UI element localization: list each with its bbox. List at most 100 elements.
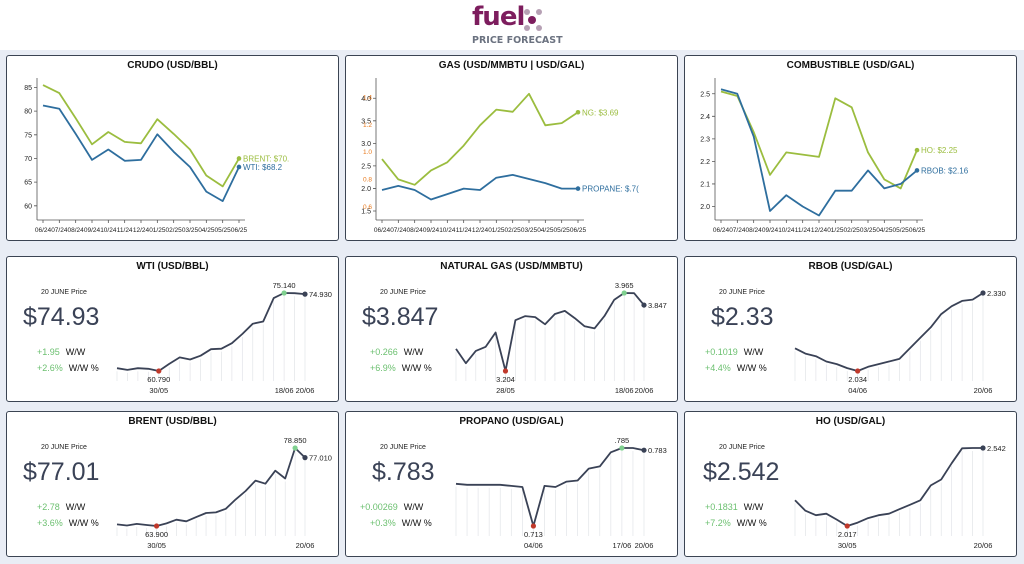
combustible-forecast-panel: COMBUSTIBLE (USD/GAL) 2.0 2.1 2.2 2.3 2.4 2.5… — [684, 55, 1017, 241]
y-tick-label: 2.4 — [700, 114, 710, 121]
price-date-label: 20 JUNE Price — [380, 289, 426, 296]
x-tick-label: 06/25 — [570, 227, 587, 234]
x-tick-label: 11/24 — [456, 227, 472, 234]
y-tick-label: 3.0 — [361, 141, 371, 148]
last-point-label: 3.847 — [648, 301, 667, 310]
last-point-label: 2.330 — [987, 289, 1006, 298]
x-tick-label: 03/25 — [521, 227, 538, 234]
low-point-label: 63.900 — [145, 530, 168, 539]
last-point-marker — [302, 455, 308, 461]
y-tick-label: 2.0 — [700, 204, 710, 211]
ww-change-label: W/W — [403, 347, 424, 357]
gas-line-chart: 1.5 2.0 2.5 3.0 3.5 4.0 0.6 0.8 1.0 1.2 1.4 06/24 07… — [361, 78, 639, 234]
x-tick-label: 05/25 — [215, 227, 232, 234]
sparkline-path — [794, 292, 984, 372]
header: fuel PRICE FORECAST — [0, 0, 1024, 50]
series-line-propane — [381, 174, 578, 201]
x-tick-label: 03/25 — [860, 227, 877, 234]
x-tick-label: 12/24 — [133, 227, 150, 234]
logo-subtitle: PRICE FORECAST — [472, 35, 563, 46]
low-point-marker — [502, 368, 509, 374]
x-tick-label: 08/24 — [746, 227, 763, 234]
x-tick-label: 06/25 — [231, 227, 248, 234]
ww-change-value: +0.00269 — [360, 502, 398, 512]
x-tick-label: 09/24 — [84, 227, 101, 234]
y2-tick-label: 1.4 — [363, 95, 372, 102]
last-point-marker — [302, 291, 308, 297]
series-end-label: HO: $2.25 — [921, 146, 958, 155]
last-point-label: 0.783 — [648, 446, 667, 455]
ww-change: +0.1019 W/W — [705, 347, 763, 357]
ww-change: +0.1831 W/W — [705, 502, 763, 512]
series-end-label: NG: $3.69 — [582, 108, 619, 117]
crudo-line-chart: 60 65 70 75 80 85 06/24 07/24 08/24 09/24 10/24 11/… — [24, 78, 289, 234]
logo-wordmark: fuel — [472, 2, 525, 32]
last-point-label: 77.010 — [309, 454, 332, 463]
panel-title: NATURAL GAS (USD/MMBTU) — [440, 261, 583, 272]
low-point-marker — [530, 523, 537, 529]
y-tick-label: 65 — [24, 180, 32, 187]
x-tick-label: 07/24 — [51, 227, 68, 234]
series-end-point — [914, 147, 920, 153]
x-date-label: 30/05 — [838, 541, 857, 550]
y-tick-label: 2.1 — [700, 181, 710, 188]
ww-change-value: +0.1019 — [705, 347, 738, 357]
low-point-label: 2.017 — [838, 530, 857, 539]
series-end-point — [914, 168, 920, 173]
series-line-ng — [381, 92, 579, 186]
y-tick-label: 75 — [24, 132, 32, 139]
x-tick-label: 12/24 — [811, 227, 828, 234]
x-tick-label: 10/24 — [778, 227, 795, 234]
x-tick-label: 07/24 — [729, 227, 746, 234]
ww-change-value: +0.1831 — [705, 502, 738, 512]
x-tick-label: 08/24 — [407, 227, 424, 234]
last-point-marker — [980, 290, 986, 296]
low-point-marker — [153, 523, 160, 529]
sparkline-path — [455, 292, 645, 372]
series-end-label: RBOB: $2.16 — [921, 166, 969, 175]
ww-pct-label: W/W % — [736, 518, 767, 528]
x-date-label: 20/06 — [974, 541, 993, 550]
rbob-price-panel: RBOB (USD/GAL) 20 JUNE Price $2.33 +0.10… — [684, 256, 1017, 402]
panel-title: WTI (USD/BBL) — [136, 261, 209, 272]
x-tick-label: 10/24 — [439, 227, 456, 234]
y2-tick-label: 0.6 — [363, 204, 372, 211]
logo-dots-icon — [524, 9, 542, 31]
current-price: $.783 — [372, 458, 435, 486]
fuel-logo[interactable]: fuel PRICE FORECAST — [470, 2, 563, 48]
propano-price-panel: PROPANO (USD/GAL) 20 JUNE Price $.783 +0… — [345, 411, 678, 557]
wti-price-panel: WTI (USD/BBL) 20 JUNE Price $74.93 +1.95… — [6, 256, 339, 402]
x-date-label: 17/06 — [612, 541, 631, 550]
current-price: $2.542 — [703, 458, 780, 486]
high-point-label: 75.140 — [273, 281, 296, 290]
last-point-label: 74.930 — [309, 290, 332, 299]
last-point-label: 2.542 — [987, 444, 1006, 453]
rbob-sparkline: 2.034 2.330 04/06 20/06 — [794, 289, 1006, 395]
y-tick-label: 2.2 — [700, 159, 710, 166]
ww-pct-label: W/W % — [736, 363, 767, 373]
panel-title: COMBUSTIBLE (USD/GAL) — [786, 60, 915, 71]
y2-tick-label: 1.2 — [363, 122, 372, 129]
x-tick-label: 05/25 — [554, 227, 571, 234]
ww-change: +2.78 W/W — [37, 502, 85, 512]
x-tick-label: 10/24 — [100, 227, 117, 234]
last-point-marker — [980, 445, 986, 451]
high-point-marker — [621, 290, 627, 296]
current-price: $3.847 — [362, 303, 439, 331]
panel-title: BRENT (USD/BBL) — [128, 416, 217, 427]
ww-change-label: W/W — [65, 502, 86, 512]
series-end-label: WTI: $68.2 — [243, 163, 283, 172]
ww-pct-label: W/W % — [68, 363, 99, 373]
sparkline-path — [116, 447, 306, 527]
y-tick-label: 80 — [24, 109, 32, 116]
x-tick-label: 03/25 — [182, 227, 199, 234]
panel-title: CRUDO (USD/BBL) — [127, 60, 218, 71]
high-point-marker — [619, 445, 625, 451]
propano-sparkline: 0.713 .785 0.783 04/06 17/06 20/06 — [455, 436, 667, 550]
current-price: $77.01 — [23, 458, 100, 486]
x-tick-label: 11/24 — [117, 227, 133, 234]
ww-change: +1.95 W/W — [37, 347, 85, 357]
y-tick-label: 3.5 — [361, 118, 371, 125]
x-tick-label: 02/25 — [505, 227, 522, 234]
